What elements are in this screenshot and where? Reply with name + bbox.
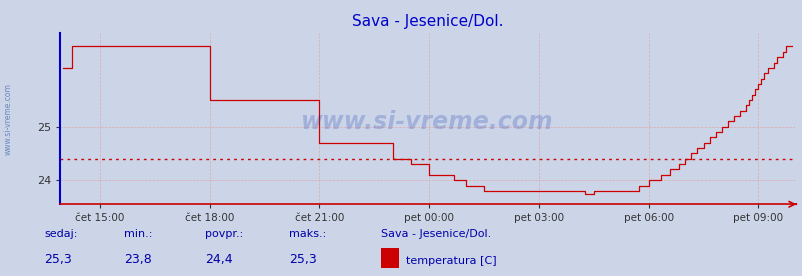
Text: 23,8: 23,8 <box>124 253 152 266</box>
Text: min.:: min.: <box>124 229 152 239</box>
Text: maks.:: maks.: <box>289 229 326 239</box>
Text: temperatura [C]: temperatura [C] <box>405 256 496 266</box>
Text: povpr.:: povpr.: <box>205 229 243 239</box>
Text: www.si-vreme.com: www.si-vreme.com <box>3 83 13 155</box>
Text: www.si-vreme.com: www.si-vreme.com <box>301 110 553 134</box>
Text: 25,3: 25,3 <box>44 253 72 266</box>
Text: 24,4: 24,4 <box>205 253 232 266</box>
Title: Sava - Jesenice/Dol.: Sava - Jesenice/Dol. <box>351 14 503 29</box>
Text: 25,3: 25,3 <box>289 253 317 266</box>
Text: Sava - Jesenice/Dol.: Sava - Jesenice/Dol. <box>381 229 491 239</box>
Text: sedaj:: sedaj: <box>44 229 78 239</box>
